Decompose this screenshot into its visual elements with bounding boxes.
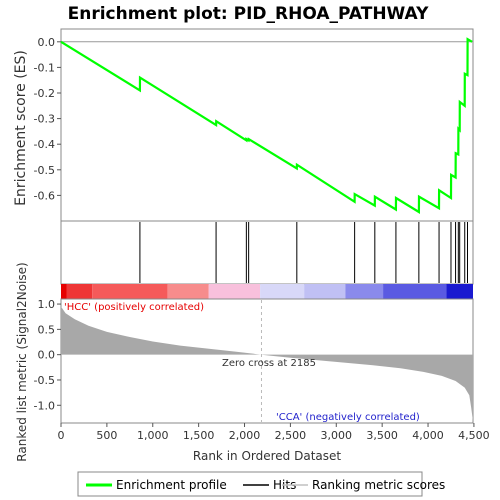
es-ytick-label: 0.0 xyxy=(38,36,56,49)
color-bar-segment xyxy=(383,284,447,299)
x-axis: 0 500 1,000 1,500 2,000 2,500 3,000 3,500 4,000 4… xyxy=(58,423,490,442)
chart-title: Enrichment plot: PID_RHOA_PATHWAY xyxy=(68,4,429,24)
zero-cross-label: Zero cross at 2185 xyxy=(222,358,316,369)
es-ytick-label: -0.3 xyxy=(34,113,55,126)
x-tick-label: 4,500 xyxy=(458,429,490,442)
color-bar-segment xyxy=(61,284,67,299)
color-bar-segment xyxy=(345,284,384,299)
metric-ytick-label: -0.5 xyxy=(34,374,55,387)
metric-ytick-label: 1.0 xyxy=(38,298,56,311)
x-tick-label: 3,000 xyxy=(321,429,353,442)
metric-axis: 1.0 0.5 0.0 -0.5 -1.0 xyxy=(34,298,61,412)
metric-ytick-label: 0.0 xyxy=(38,349,56,362)
es-ytick-label: -0.5 xyxy=(34,164,55,177)
color-bar-segment xyxy=(66,284,93,299)
x-tick-label: 4,000 xyxy=(412,429,444,442)
es-ytick-label: -0.4 xyxy=(34,138,55,151)
es-ylabel: Enrichment score (ES) xyxy=(13,50,29,206)
color-bar-segment xyxy=(92,284,168,299)
enrichment-profile-line xyxy=(60,37,473,214)
es-ytick-label: -0.6 xyxy=(34,189,55,202)
x-tick-label: 1,000 xyxy=(137,429,169,442)
rank-color-bar xyxy=(61,284,473,299)
x-tick-label: 2,000 xyxy=(229,429,261,442)
es-axis: 0.0 -0.1 -0.2 -0.3 -0.4 -0.5 -0.6 xyxy=(34,36,61,202)
ranking-metric-area xyxy=(61,306,473,422)
metric-ytick-label: 0.5 xyxy=(38,323,56,336)
color-bar-segment xyxy=(304,284,346,299)
metric-ylabel: Ranked list metric (Signal2Noise) xyxy=(15,262,29,461)
x-tick-label: 3,500 xyxy=(366,429,398,442)
es-panel-frame xyxy=(60,28,474,222)
x-tick-label: 0 xyxy=(58,429,65,442)
color-bar-segment xyxy=(167,284,209,299)
x-tick-label: 2,500 xyxy=(275,429,307,442)
negative-correlation-label: 'CCA' (negatively correlated) xyxy=(276,412,420,423)
es-ytick-label: -0.2 xyxy=(34,87,55,100)
legend: Enrichment profile Hits Ranking metric sco… xyxy=(86,478,445,492)
color-bar-segment xyxy=(260,284,305,299)
metric-ytick-label: -1.0 xyxy=(34,399,55,412)
legend-label: Ranking metric scores xyxy=(312,478,445,492)
legend-box xyxy=(77,471,423,497)
positive-correlation-label: 'HCC' (positively correlated) xyxy=(64,302,204,313)
x-tick-label: 1,500 xyxy=(183,429,215,442)
hits-panel-frame xyxy=(60,220,474,285)
legend-label: Enrichment profile xyxy=(116,478,227,492)
es-ytick-label: -0.1 xyxy=(34,61,55,74)
color-bar-segment xyxy=(446,284,473,299)
x-tick-label: 500 xyxy=(96,429,117,442)
x-axis-label: Rank in Ordered Dataset xyxy=(193,449,341,463)
hits-marks xyxy=(139,222,468,283)
color-bar-segment xyxy=(208,284,261,299)
